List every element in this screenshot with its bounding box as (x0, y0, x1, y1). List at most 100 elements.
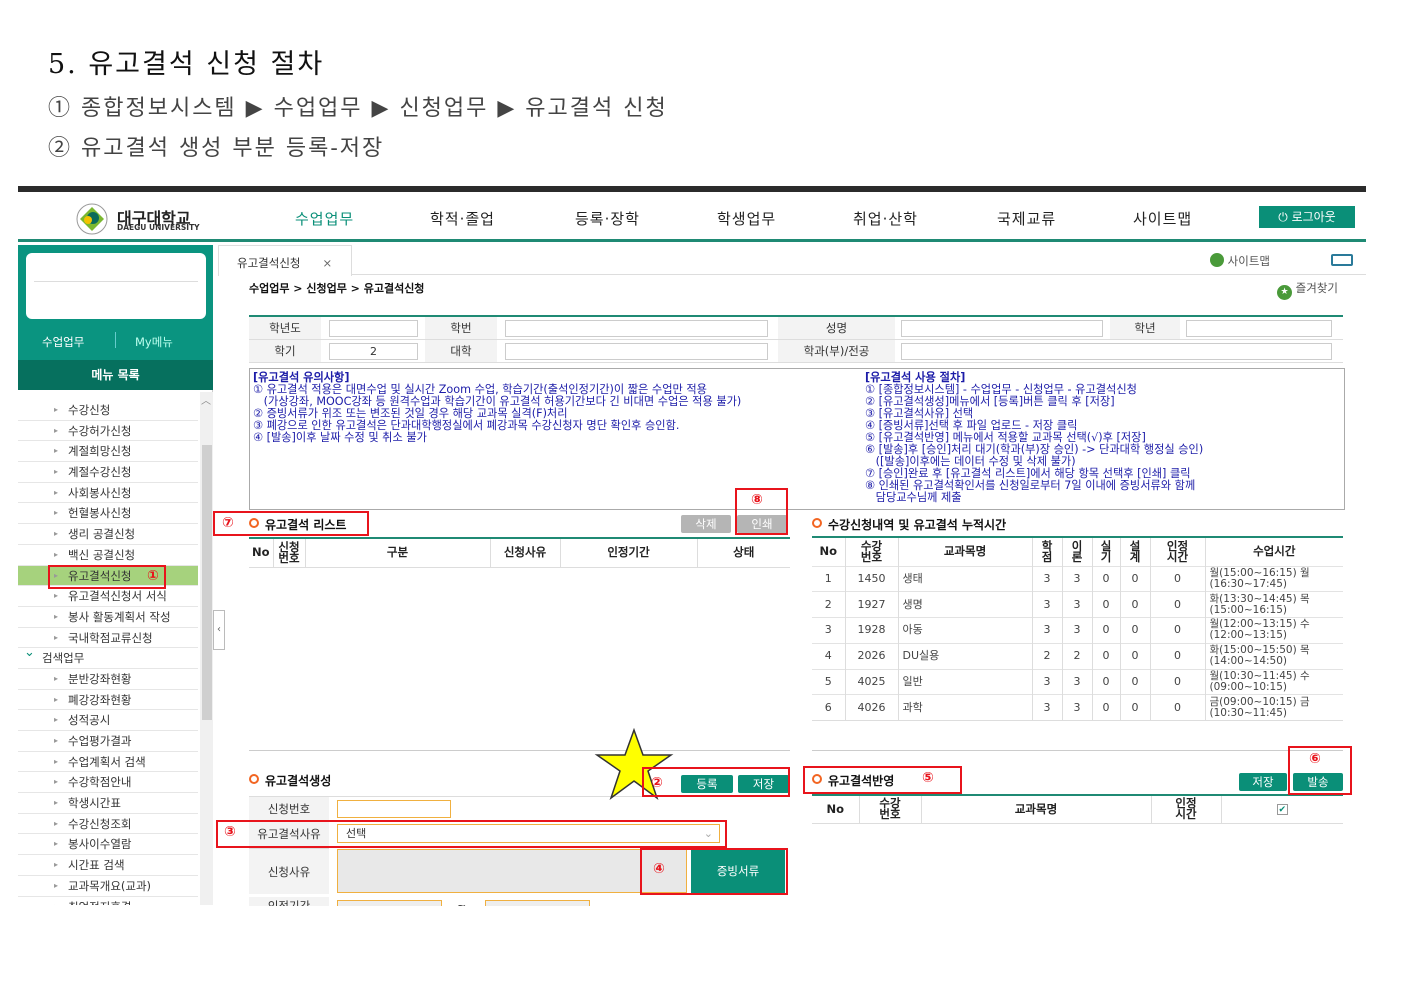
tab-absence-request[interactable]: 유고결석신청 × (218, 245, 352, 276)
logout-button[interactable]: ⏻ 로그아웃 (1259, 206, 1355, 228)
sidebar-item[interactable]: 교과목개요(교과) (18, 876, 198, 897)
apply-save-button[interactable]: 저장 (1239, 773, 1287, 791)
nav-registration[interactable]: 등록·장학 (575, 210, 640, 228)
sidebar-item[interactable]: 분반강좌현황 (18, 669, 198, 690)
notice-line: ③ [유고결석사유] 선택 (865, 407, 974, 420)
sidebar-item[interactable]: 봉사 활동계획서 작성 (18, 607, 198, 628)
scrollbar-thumb[interactable] (202, 445, 212, 720)
sidebar-item[interactable]: 취업정지혼결 (18, 897, 198, 906)
sidebar-item-label: 시간표 검색 (68, 858, 125, 873)
table-row[interactable]: 2 1927 생명 3 3 0 0 0 화(13:30~14:45) 목(15:00~16:15… (812, 591, 1343, 618)
period-separator: ~ (457, 899, 467, 906)
nav-academic[interactable]: 학적·졸업 (430, 210, 495, 228)
sidebar-item[interactable]: 유고결석신청서 서식 (18, 586, 198, 607)
sidebar-item-label: 수강신청 (68, 403, 111, 417)
table-cell: 4025 (844, 668, 898, 695)
column-header: 교과목명 (920, 795, 1151, 823)
highlight-box-8 (735, 488, 788, 535)
close-all-tabs-icon[interactable] (1331, 254, 1353, 266)
student-no-field[interactable] (505, 320, 768, 337)
table-cell: 생태 (897, 565, 1032, 592)
sidebar-item[interactable]: 계절수강신청 (18, 462, 198, 483)
collapse-sidebar-button[interactable]: ‹ (213, 610, 225, 650)
highlight-box-1 (48, 565, 166, 589)
send-button[interactable]: 발송 (1293, 773, 1343, 791)
print-button[interactable]: 인쇄 (737, 515, 787, 533)
term-field[interactable]: 2 (329, 343, 418, 360)
favorites-link[interactable]: ★ 즐겨찾기 (1277, 280, 1338, 300)
name-field[interactable] (901, 320, 1103, 337)
sidebar-item[interactable]: 수강신청 (18, 400, 198, 421)
nav-class[interactable]: 수업업무 (295, 210, 355, 228)
sidebar-item[interactable]: 시간표 검색 (18, 855, 198, 876)
register-button[interactable]: 등록 (681, 775, 733, 793)
save-button[interactable]: 저장 (738, 775, 789, 793)
sidebar-item[interactable]: 수강학점안내 (18, 772, 198, 794)
delete-button[interactable]: 삭제 (681, 515, 731, 533)
sidebar-item-label: 헌혈봉사신청 (68, 506, 132, 521)
sidebar-item[interactable]: 봉사이수열람 (18, 834, 198, 856)
student-no-label: 학번 (425, 317, 497, 339)
sidebar-item[interactable]: 성적공시 (18, 710, 198, 731)
college-field[interactable] (505, 343, 768, 360)
sidebar-tab-mymenu[interactable]: My메뉴 (135, 335, 173, 349)
sidebar-item-label: 폐강강좌현황 (68, 692, 132, 707)
sidebar-item-label: 수강허가신청 (68, 423, 132, 438)
sidebar-item-label: 유고결석신청 (68, 568, 132, 583)
reason-type-select[interactable]: 선택 ⌄ (337, 824, 720, 843)
nav-sitemap[interactable]: 사이트맵 (1133, 210, 1193, 228)
nav-international[interactable]: 국제교류 (997, 210, 1057, 228)
evidence-button[interactable]: 증빙서류 (691, 849, 785, 893)
sidebar-item-label: 학생시간표 (68, 796, 121, 811)
table-row[interactable]: 1 1450 생태 3 3 0 0 0 월(15:00~16:15) 월(16:30~17:45… (812, 565, 1343, 592)
close-icon[interactable]: × (322, 256, 333, 270)
sidebar-item[interactable]: 수강허가신청 (18, 421, 198, 442)
sidebar-tab-class[interactable]: 수업업무 (42, 335, 85, 349)
table-cell: 1 (812, 565, 845, 592)
request-no-field[interactable] (337, 800, 451, 818)
sidebar-item[interactable]: 생리 공결신청 (18, 524, 198, 545)
university-logo[interactable] (72, 203, 112, 235)
divider (249, 750, 790, 751)
sidebar-item[interactable]: 학생시간표 (18, 793, 198, 814)
select-all-checkbox[interactable]: ✔ (1220, 795, 1343, 823)
table-row[interactable]: 4 2026 DU실용 2 2 0 0 0 화(15:00~15:50) 목(14:00~14:… (812, 642, 1343, 670)
nav-career[interactable]: 취업·산학 (853, 210, 918, 228)
reason-textarea[interactable] (337, 849, 687, 893)
step-2: ② 유고결석 생성 부분 등록-저장 (48, 136, 385, 161)
notice-line: ① 유고결석 적용은 대면수업 및 실시간 Zoom 수업, 학습기간(출석인정… (253, 383, 707, 396)
column-header: 구분 (304, 538, 490, 567)
sitemap-link[interactable]: 사이트맵 (1210, 253, 1270, 269)
major-field[interactable] (901, 343, 1332, 360)
table-row[interactable]: 5 4025 일반 3 3 0 0 0 월(10:30~11:45) 수(09:00~10:15… (812, 668, 1343, 695)
sidebar-item[interactable]: 수강신청조회 (18, 814, 198, 835)
table-row[interactable]: 3 1928 아동 3 3 0 0 0 월(12:00~13:15) 수(12:00~13:15… (812, 617, 1343, 644)
year-field[interactable] (329, 320, 418, 337)
column-header: 수강 번호 (844, 537, 898, 566)
nav-student[interactable]: 학생업무 (717, 210, 777, 228)
major-label: 학과(부)/전공 (778, 340, 895, 362)
sidebar-item[interactable]: 수업계획서 검색 (18, 752, 198, 773)
logout-label: 로그아웃 (1291, 210, 1336, 224)
table-cell: 0 (1091, 694, 1120, 721)
sidebar-item[interactable]: 검색업무 (18, 643, 198, 669)
apply-table: No 수강 번호 교과목명 인정 시간 ✔ (812, 794, 1343, 824)
sidebar-item[interactable]: 폐강강좌현황 (18, 690, 198, 711)
sidebar-item[interactable]: 국내학점교류신청 (18, 628, 198, 649)
sidebar-item[interactable]: 백신 공결신청 (18, 545, 198, 566)
sidebar-item[interactable]: 계절희망신청 (18, 441, 198, 463)
period-start-field[interactable] (337, 900, 442, 906)
sidebar-item[interactable]: 헌혈봉사신청 (18, 503, 198, 525)
scroll-up-icon[interactable]: ︿ (201, 396, 211, 407)
table-cell: 3 (1061, 591, 1092, 618)
sidebar-item[interactable]: 사회봉사신청 (18, 483, 198, 504)
grade-field[interactable] (1186, 320, 1332, 337)
sidebar-item[interactable]: 수업평가결과 (18, 731, 198, 752)
period-end-field[interactable] (485, 900, 590, 906)
sidebar-item-label: 국내학점교류신청 (68, 630, 153, 645)
table-row[interactable]: 6 4026 과학 3 3 0 0 0 금(09:00~10:15) 금(10:30~11:45… (812, 694, 1343, 721)
step-1: ① 종합정보시스템 ▶ 수업업무 ▶ 신청업무 ▶ 유고결석 신청 (48, 96, 668, 121)
table-cell: 1928 (844, 617, 898, 644)
sidebar-item-label: 수강신청조회 (68, 816, 132, 831)
